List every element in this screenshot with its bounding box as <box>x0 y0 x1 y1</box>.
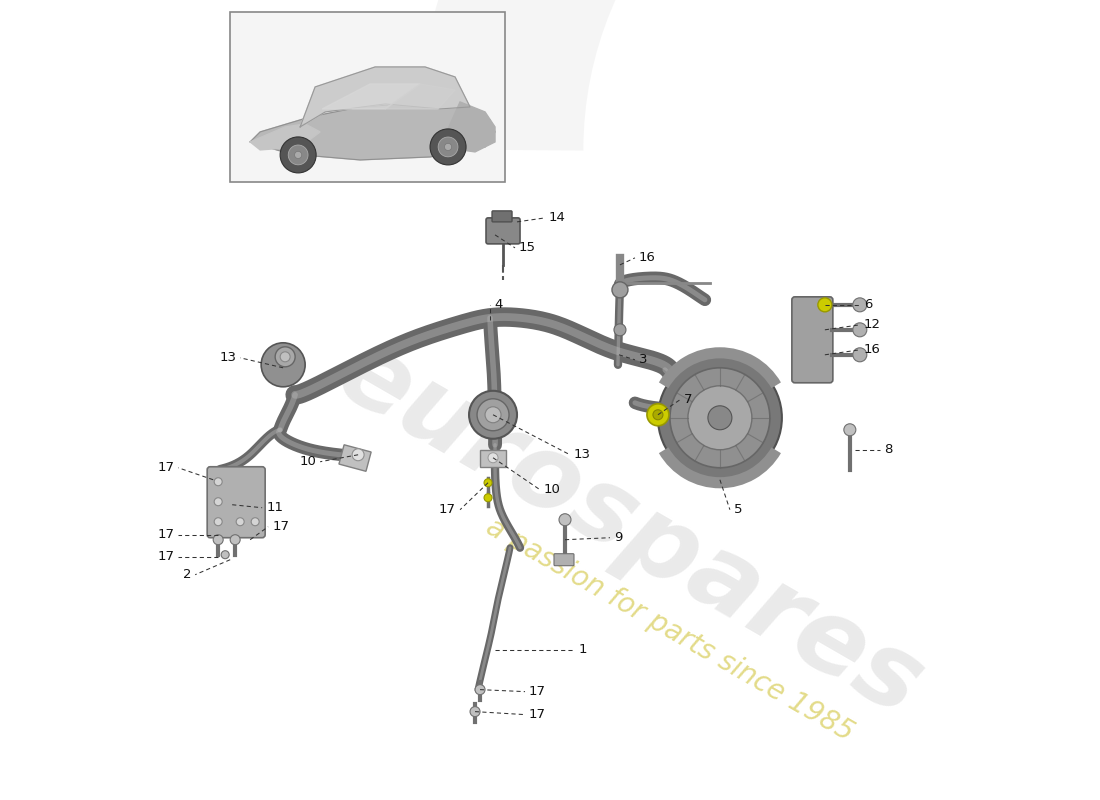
Polygon shape <box>250 102 495 160</box>
Circle shape <box>852 323 867 337</box>
Circle shape <box>612 282 628 298</box>
Text: 17: 17 <box>529 708 546 721</box>
FancyBboxPatch shape <box>492 211 512 222</box>
Text: 17: 17 <box>157 462 174 474</box>
Circle shape <box>221 550 229 558</box>
Text: 15: 15 <box>519 242 536 254</box>
Circle shape <box>484 494 492 502</box>
Circle shape <box>852 348 867 362</box>
Text: 6: 6 <box>864 298 872 311</box>
Text: 17: 17 <box>272 520 289 534</box>
Text: 2: 2 <box>183 568 191 581</box>
FancyBboxPatch shape <box>486 218 520 244</box>
Circle shape <box>251 518 260 526</box>
Text: 4: 4 <box>494 298 503 311</box>
Bar <box>339 445 371 471</box>
Text: 11: 11 <box>266 502 283 514</box>
Circle shape <box>280 137 316 173</box>
Text: 16: 16 <box>864 343 881 356</box>
Circle shape <box>818 298 832 312</box>
Circle shape <box>470 706 480 717</box>
Text: 17: 17 <box>157 550 174 563</box>
Circle shape <box>352 449 364 461</box>
Circle shape <box>653 410 663 420</box>
Text: 13: 13 <box>219 351 236 364</box>
Text: 10: 10 <box>299 455 316 468</box>
Text: 7: 7 <box>684 394 692 406</box>
Text: a passion for parts since 1985: a passion for parts since 1985 <box>481 513 859 746</box>
Text: 13: 13 <box>574 448 591 462</box>
Circle shape <box>430 129 466 165</box>
FancyBboxPatch shape <box>207 466 265 538</box>
Circle shape <box>214 498 222 506</box>
Polygon shape <box>250 124 320 150</box>
Circle shape <box>670 368 770 468</box>
Circle shape <box>213 534 223 545</box>
Polygon shape <box>385 84 455 109</box>
Text: 17: 17 <box>529 685 546 698</box>
Circle shape <box>688 386 752 450</box>
Circle shape <box>288 145 308 165</box>
Circle shape <box>844 424 856 436</box>
Circle shape <box>475 685 485 694</box>
Text: 3: 3 <box>639 354 648 366</box>
Circle shape <box>559 514 571 526</box>
Text: 10: 10 <box>544 483 561 496</box>
Text: 17: 17 <box>157 528 174 542</box>
Text: eurospares: eurospares <box>320 322 940 738</box>
Circle shape <box>852 298 867 312</box>
Circle shape <box>214 518 222 526</box>
Polygon shape <box>440 102 495 152</box>
Circle shape <box>444 143 452 150</box>
Circle shape <box>614 324 626 336</box>
Text: 17: 17 <box>439 503 456 516</box>
Circle shape <box>214 478 222 486</box>
Polygon shape <box>300 67 470 127</box>
FancyBboxPatch shape <box>792 297 833 382</box>
FancyBboxPatch shape <box>554 554 574 566</box>
Circle shape <box>477 398 509 430</box>
Circle shape <box>488 453 498 462</box>
Text: 16: 16 <box>639 251 656 264</box>
Circle shape <box>647 404 669 426</box>
Circle shape <box>261 343 305 386</box>
Circle shape <box>280 352 290 362</box>
Circle shape <box>485 406 501 422</box>
Bar <box>480 450 506 466</box>
Circle shape <box>236 518 244 526</box>
Text: 1: 1 <box>579 643 587 656</box>
Circle shape <box>438 137 458 157</box>
Circle shape <box>230 534 240 545</box>
Circle shape <box>275 347 295 367</box>
Text: 14: 14 <box>549 211 565 224</box>
Circle shape <box>708 406 732 430</box>
Text: 12: 12 <box>864 318 881 331</box>
Polygon shape <box>322 84 420 109</box>
Circle shape <box>295 151 301 158</box>
Text: 5: 5 <box>734 503 742 516</box>
Text: 9: 9 <box>614 531 623 544</box>
Bar <box>230 12 505 182</box>
Circle shape <box>484 478 492 486</box>
Circle shape <box>469 390 517 438</box>
Circle shape <box>658 356 782 480</box>
Text: 8: 8 <box>883 443 892 456</box>
